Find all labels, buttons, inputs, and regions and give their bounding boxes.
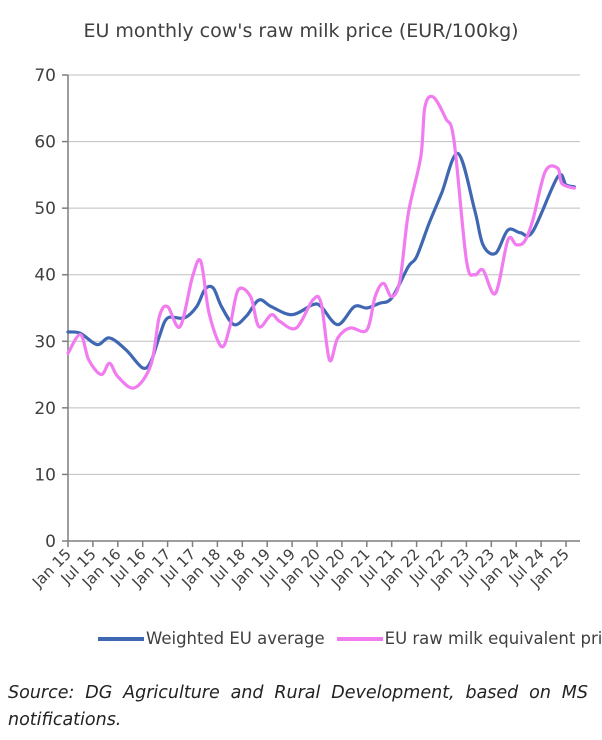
y-tick-label: 30	[34, 332, 56, 352]
legend-item-weighted-eu-average: Weighted EU average	[98, 629, 325, 648]
y-tick-label: 70	[34, 66, 56, 86]
y-tick-label: 50	[34, 199, 56, 219]
y-tick-label: 40	[34, 266, 56, 286]
y-tick-label: 20	[34, 399, 56, 419]
series-line-eu-raw-milk-equivalent-price	[66, 94, 576, 390]
y-tick-label: 0	[45, 532, 56, 552]
legend-swatch	[98, 636, 144, 641]
y-tick-label: 60	[34, 133, 56, 153]
legend: Weighted EU average EU raw milk equivale…	[98, 629, 602, 648]
legend-label: Weighted EU average	[146, 629, 325, 648]
chart-title: EU monthly cow's raw milk price (EUR/100…	[83, 20, 519, 42]
legend-swatch	[336, 636, 383, 641]
legend-item-eu-raw-milk-equivalent-price: EU raw milk equivalent price	[336, 629, 602, 648]
series-line-weighted-eu-average	[66, 151, 576, 371]
y-tick-label: 10	[34, 465, 56, 485]
source-note: Source: DG Agriculture and Rural Develop…	[8, 683, 588, 730]
legend-label: EU raw milk equivalent price	[384, 629, 602, 648]
